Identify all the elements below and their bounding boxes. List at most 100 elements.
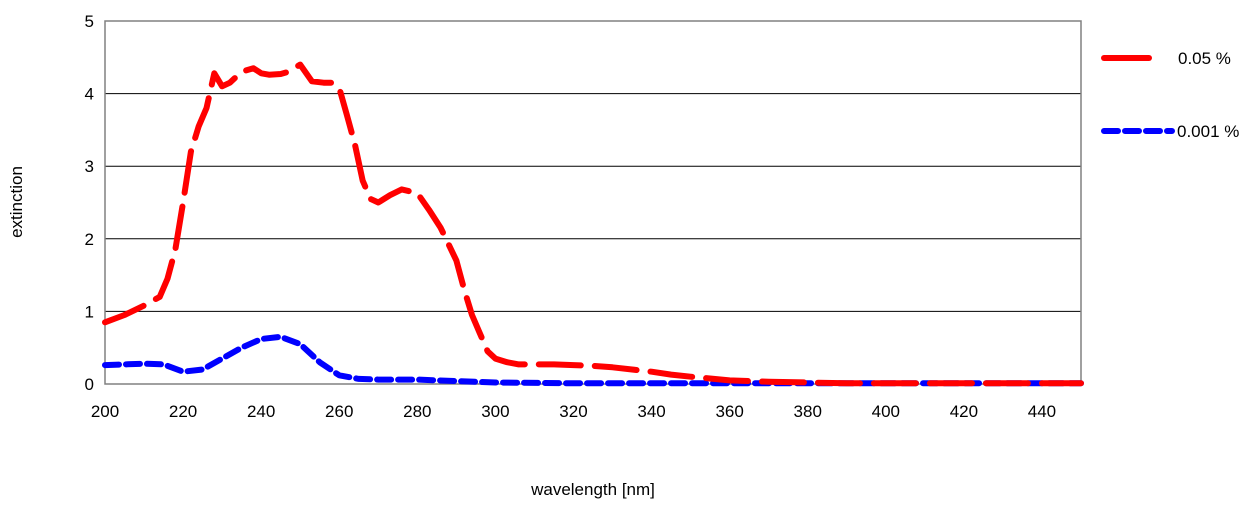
data-point	[573, 383, 574, 384]
data-point	[261, 73, 262, 74]
x-tick-label: 320	[559, 402, 587, 421]
x-tick-label: 400	[872, 402, 900, 421]
data-point	[214, 73, 215, 74]
grid-lines	[105, 93, 1081, 312]
data-point	[261, 338, 262, 339]
x-axis-title: wavelength [nm]	[530, 480, 655, 499]
data-point	[846, 383, 847, 384]
data-point	[323, 82, 324, 83]
y-tick-label: 1	[85, 302, 94, 321]
data-point	[202, 369, 203, 370]
data-point	[885, 383, 886, 384]
data-point	[167, 278, 168, 279]
data-point	[924, 383, 925, 384]
x-tick-label: 220	[169, 402, 197, 421]
data-point	[206, 108, 207, 109]
data-point	[311, 81, 312, 82]
y-tick-label: 3	[85, 157, 94, 176]
data-point	[464, 289, 465, 290]
data-point	[963, 383, 964, 384]
data-point	[163, 364, 164, 365]
data-point	[651, 371, 652, 372]
y-tick-label: 4	[85, 85, 94, 104]
series-line-0	[102, 61, 1084, 387]
y-tick-label: 0	[85, 375, 94, 394]
data-point	[105, 365, 106, 366]
data-point	[1081, 383, 1082, 384]
x-tick-label: 200	[91, 402, 119, 421]
data-point	[401, 189, 402, 190]
data-point	[124, 315, 125, 316]
data-point	[105, 322, 106, 323]
data-point	[280, 73, 281, 74]
x-tick-label: 260	[325, 402, 353, 421]
x-tick-label: 280	[403, 402, 431, 421]
y-axis-title: extinction	[7, 166, 26, 238]
x-tick-labels: 200 220 240 260 280 300 320 340 360 380 400 420 440	[91, 402, 1056, 421]
data-point	[347, 115, 348, 116]
data-point	[389, 195, 390, 196]
data-point	[339, 375, 340, 376]
x-tick-label: 300	[481, 402, 509, 421]
data-point	[190, 151, 191, 152]
data-point	[229, 82, 230, 83]
data-point	[495, 358, 496, 359]
legend-label-0: 0.05 %	[1178, 49, 1231, 68]
x-tick-label: 240	[247, 402, 275, 421]
data-point	[378, 202, 379, 203]
data-point	[268, 74, 269, 75]
data-point	[471, 315, 472, 316]
data-point	[429, 209, 430, 210]
x-tick-label: 420	[950, 402, 978, 421]
data-point	[339, 87, 340, 88]
data-point	[198, 126, 199, 127]
data-point	[241, 71, 242, 72]
x-tick-label: 340	[637, 402, 665, 421]
data-point	[354, 144, 355, 145]
plot-frame	[104, 20, 1082, 385]
data-point	[183, 371, 184, 372]
data-point	[124, 364, 125, 365]
y-tick-label: 2	[85, 230, 94, 249]
data-point	[417, 379, 418, 380]
data-point	[331, 82, 332, 83]
data-point	[651, 383, 652, 384]
data-point	[573, 365, 574, 366]
data-point	[222, 358, 223, 359]
data-point	[495, 382, 496, 383]
data-point	[593, 365, 594, 366]
data-point	[768, 381, 769, 382]
data-point	[690, 376, 691, 377]
data-point	[378, 379, 379, 380]
data-point	[417, 193, 418, 194]
y-tick-label: 5	[85, 12, 94, 31]
data-point	[553, 364, 554, 365]
data-point	[1041, 383, 1042, 384]
data-point	[175, 249, 176, 250]
data-point	[518, 364, 519, 365]
data-point	[487, 351, 488, 352]
x-tick-label: 380	[794, 402, 822, 421]
data-point	[280, 336, 281, 337]
data-point	[729, 380, 730, 381]
data-point	[288, 71, 289, 72]
data-point	[183, 202, 184, 203]
x-tick-label: 360	[715, 402, 743, 421]
data-point	[300, 64, 301, 65]
data-point	[241, 347, 242, 348]
series-layer	[102, 61, 1084, 387]
data-point	[300, 344, 301, 345]
data-point	[144, 305, 145, 306]
x-tick-label: 440	[1028, 402, 1056, 421]
data-point	[144, 363, 145, 364]
data-point	[1002, 383, 1003, 384]
data-point	[612, 367, 613, 368]
data-point	[222, 86, 223, 87]
data-point	[671, 374, 672, 375]
data-point	[362, 180, 363, 181]
legend: 0.05 % 0.001 %	[1101, 49, 1239, 141]
data-point	[159, 296, 160, 297]
data-point	[370, 198, 371, 199]
legend-label-1: 0.001 %	[1177, 122, 1239, 141]
data-point	[632, 369, 633, 370]
